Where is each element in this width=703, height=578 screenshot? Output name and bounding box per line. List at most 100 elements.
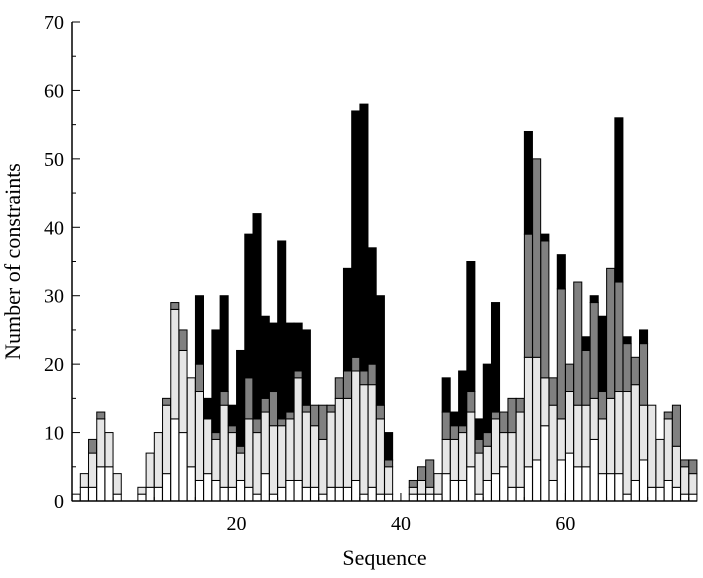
bar-segment [680, 493, 690, 502]
bar-segment [639, 329, 649, 345]
bar-segment [359, 493, 369, 502]
bar-segment [285, 479, 295, 502]
bar-segment [301, 404, 311, 413]
bar-segment [342, 370, 353, 399]
bar-segment [351, 110, 361, 358]
bar-segment [441, 377, 451, 413]
bar-segment [244, 486, 254, 502]
axes-layer [71, 21, 697, 502]
bar-segment [342, 486, 353, 502]
bar-segment [277, 418, 287, 427]
bar-segment [449, 411, 459, 427]
bar-segment [178, 432, 188, 502]
bars-layer [71, 103, 698, 502]
bar-segment [137, 493, 147, 502]
bar-segment [268, 322, 279, 393]
x-axis-title: Sequence [342, 545, 426, 570]
bar-segment [589, 438, 599, 502]
bar-segment [219, 486, 229, 502]
bar-segment [449, 479, 459, 502]
bar-segment [310, 404, 320, 427]
bar-segment [351, 370, 361, 481]
bar-segment [162, 404, 172, 475]
bar-segment [326, 411, 336, 488]
bar-segment [301, 411, 311, 488]
bar-segment [441, 438, 451, 475]
bar-segment [688, 493, 698, 502]
bar-segment [507, 486, 517, 502]
bar-segment [433, 473, 443, 495]
bar-segment [359, 370, 369, 386]
bar-segment [663, 479, 673, 502]
bar-segment [285, 411, 295, 420]
bar-segment [688, 473, 698, 495]
bar-segment [367, 486, 377, 502]
bar-segment [375, 493, 385, 502]
bar-segment [194, 391, 205, 481]
bar-segment [548, 404, 558, 481]
bar-segment [104, 466, 114, 502]
bar-segment [79, 473, 89, 488]
bar-segment [211, 432, 221, 440]
bar-segment [153, 486, 163, 502]
bar-segment [680, 466, 690, 495]
bar-segment [268, 391, 279, 427]
bar-segment [581, 336, 591, 351]
bar-segment [367, 363, 377, 386]
bar-segment [458, 370, 468, 427]
bar-segment [219, 295, 229, 393]
bar-segment [96, 411, 106, 420]
bar-segment [408, 493, 418, 502]
y-tick-label: 10 [44, 423, 64, 445]
bar-segment [589, 302, 599, 399]
bar-segment [482, 432, 492, 447]
bar-segment [318, 493, 328, 502]
bar-segment [490, 473, 501, 502]
bar-segment [301, 486, 311, 502]
bar-segment [318, 438, 328, 495]
bar-segment [622, 343, 632, 393]
bar-segment [630, 356, 640, 386]
bar-segment [194, 479, 205, 502]
bar-segment [671, 445, 681, 488]
bar-segment [244, 418, 254, 488]
bar-segment [162, 397, 172, 406]
bar-segment [573, 281, 583, 406]
bar-segment [416, 493, 427, 502]
bar-segment [622, 391, 632, 495]
bar-segment [178, 329, 188, 351]
bar-segment [334, 377, 344, 399]
bar-segment [326, 486, 336, 502]
bar-segment [433, 493, 443, 502]
bar-segment [515, 486, 525, 502]
bar-segment [507, 432, 517, 488]
bar-segment [573, 466, 583, 502]
y-tick-label: 0 [54, 491, 64, 513]
x-tick-label: 20 [226, 513, 246, 535]
bar-segment [268, 493, 279, 502]
bar-segment [384, 432, 394, 461]
bar-segment [458, 479, 468, 502]
bar-segment [597, 418, 607, 475]
bar-segment [540, 240, 550, 379]
tick-labels-layer: 0 10 20 30 40 50 60 70 20 40 60 [44, 12, 575, 535]
bar-segment [408, 479, 418, 488]
bar-segment [162, 473, 172, 502]
bar-segment [137, 486, 147, 495]
bar-segment [153, 432, 163, 488]
bar-segment [252, 432, 262, 495]
bar-segment [342, 397, 353, 488]
bar-segment [614, 117, 624, 283]
bar-segment [573, 404, 583, 468]
bar-segment [260, 315, 270, 399]
bar-segment [104, 432, 114, 468]
bar-segment [375, 295, 385, 406]
bar-segment [211, 438, 221, 481]
bar-segment [466, 261, 476, 393]
bar-segment [227, 486, 237, 502]
bar-segment [548, 479, 558, 502]
y-tick-label: 20 [44, 354, 64, 376]
bar-segment [277, 425, 287, 488]
bar-segment [556, 459, 566, 502]
bar-segment [170, 418, 180, 502]
